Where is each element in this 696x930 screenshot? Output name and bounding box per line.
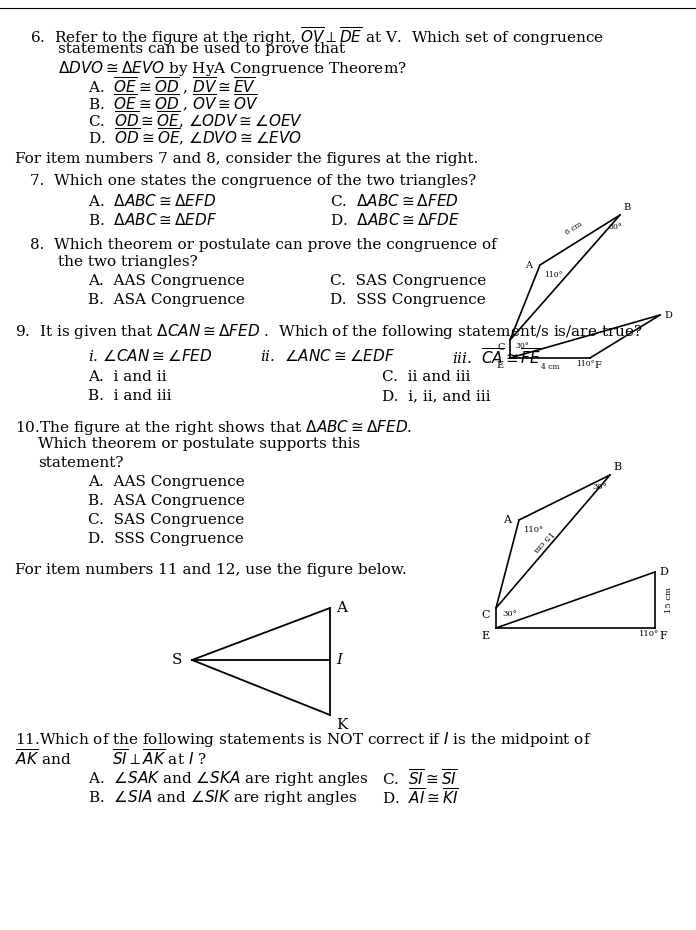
Text: F: F	[594, 361, 601, 370]
Text: C.  $\overline{OD} \cong \overline{OE}$, $\angle ODV \cong \angle OEV$: C. $\overline{OD} \cong \overline{OE}$, …	[88, 110, 303, 131]
Text: B.  i and iii: B. i and iii	[88, 389, 171, 403]
Text: 110°: 110°	[544, 271, 562, 279]
Text: 7.  Which one states the congruence of the two triangles?: 7. Which one states the congruence of th…	[30, 174, 476, 188]
Text: 6.  Refer to the figure at the right, $\overline{OV} \perp \overline{DE}$ at V. : 6. Refer to the figure at the right, $\o…	[30, 25, 604, 47]
Text: D.  $\overline{OD} \cong \overline{OE}$, $\angle DVO \cong \angle EVO$: D. $\overline{OD} \cong \overline{OE}$, …	[88, 127, 302, 148]
Text: 30°: 30°	[608, 223, 622, 231]
Text: F: F	[659, 631, 667, 641]
Text: A.  $\angle SAK$ and $\angle SKA$ are right angles: A. $\angle SAK$ and $\angle SKA$ are rig…	[88, 769, 369, 788]
Text: ii.  $\angle ANC \cong \angle EDF$: ii. $\angle ANC \cong \angle EDF$	[260, 348, 395, 364]
Text: B.  $\overline{OE} \cong \overline{OD}$ , $\overline{OV} \cong \overline{OV}$: B. $\overline{OE} \cong \overline{OD}$ ,…	[88, 93, 259, 114]
Text: 6 cm: 6 cm	[564, 220, 584, 237]
Text: 11.Which of the following statements is NOT correct if $I$ is the midpoint of: 11.Which of the following statements is …	[15, 730, 592, 749]
Text: 4 cm: 4 cm	[541, 363, 560, 371]
Text: I: I	[336, 653, 342, 667]
Text: D.  SSS Congruence: D. SSS Congruence	[330, 293, 486, 307]
Text: statements can be used to prove that: statements can be used to prove that	[58, 42, 345, 56]
Text: E: E	[482, 631, 490, 641]
Text: K: K	[336, 718, 347, 732]
Text: D: D	[659, 567, 668, 577]
Text: 15 cm: 15 cm	[532, 529, 555, 554]
Text: Which theorem or postulate supports this: Which theorem or postulate supports this	[38, 437, 361, 451]
Text: 9.  It is given that $\Delta CAN \cong \Delta FED$ .  Which of the following sta: 9. It is given that $\Delta CAN \cong \D…	[15, 322, 643, 341]
Text: 110°: 110°	[576, 360, 594, 368]
Text: 110°: 110°	[524, 526, 544, 534]
Text: A.  $\overline{OE} \cong \overline{OD}$ , $\overline{DV} \cong \overline{EV}$: A. $\overline{OE} \cong \overline{OD}$ ,…	[88, 76, 256, 98]
Text: C.  SAS Congruence: C. SAS Congruence	[88, 513, 244, 527]
Text: iii.  $\overline{CA} \cong \overline{FE}$: iii. $\overline{CA} \cong \overline{FE}$	[452, 348, 541, 368]
Text: C.  ii and iii: C. ii and iii	[382, 370, 470, 384]
Text: A: A	[336, 601, 347, 615]
Text: the two triangles?: the two triangles?	[58, 255, 198, 269]
Text: A: A	[503, 515, 511, 525]
Text: $\Delta DVO \cong \Delta EVO$ by HyA Congruence Theorem?: $\Delta DVO \cong \Delta EVO$ by HyA Con…	[58, 59, 407, 78]
Text: C: C	[482, 610, 490, 620]
Text: E: E	[497, 361, 504, 370]
Text: C.  SAS Congruence: C. SAS Congruence	[330, 274, 487, 288]
Text: D: D	[664, 311, 672, 320]
Text: A.  AAS Congruence: A. AAS Congruence	[88, 274, 245, 288]
Text: B.  ASA Congruence: B. ASA Congruence	[88, 494, 245, 508]
Text: $\overline{SI} \perp \overline{AK}$ at $I$ ?: $\overline{SI} \perp \overline{AK}$ at $…	[112, 749, 207, 769]
Text: C: C	[498, 343, 505, 352]
Text: For item numbers 11 and 12, use the figure below.: For item numbers 11 and 12, use the figu…	[15, 563, 406, 577]
Text: A.  AAS Congruence: A. AAS Congruence	[88, 475, 245, 489]
Text: 15 cm: 15 cm	[665, 587, 673, 613]
Text: C.  $\overline{SI} \cong \overline{SI}$: C. $\overline{SI} \cong \overline{SI}$	[382, 769, 457, 790]
Text: B: B	[613, 462, 621, 472]
Text: C.  $\Delta ABC \cong \Delta FED$: C. $\Delta ABC \cong \Delta FED$	[330, 193, 459, 209]
Text: 30°: 30°	[515, 342, 529, 350]
Text: 110°: 110°	[639, 630, 659, 638]
Text: statement?: statement?	[38, 456, 123, 470]
Text: D.  SSS Congruence: D. SSS Congruence	[88, 532, 244, 546]
Text: 8.  Which theorem or postulate can prove the congruence of: 8. Which theorem or postulate can prove …	[30, 238, 497, 252]
Text: D.  $\overline{AI} \cong \overline{KI}$: D. $\overline{AI} \cong \overline{KI}$	[382, 788, 459, 808]
Text: A.  $\Delta ABC \cong \Delta EFD$: A. $\Delta ABC \cong \Delta EFD$	[88, 193, 216, 209]
Text: D.  i, ii, and iii: D. i, ii, and iii	[382, 389, 491, 403]
Text: 30°: 30°	[592, 483, 607, 491]
Text: B.  $\Delta ABC \cong \Delta EDF$: B. $\Delta ABC \cong \Delta EDF$	[88, 212, 217, 228]
Text: S: S	[172, 653, 182, 667]
Text: D.  $\Delta ABC \cong \Delta FDE$: D. $\Delta ABC \cong \Delta FDE$	[330, 212, 460, 228]
Text: 10.The figure at the right shows that $\Delta ABC \cong \Delta FED$.: 10.The figure at the right shows that $\…	[15, 418, 412, 437]
Text: i. $\angle CAN \cong \angle FED$: i. $\angle CAN \cong \angle FED$	[88, 348, 212, 364]
Text: B.  $\angle SIA$ and $\angle SIK$ are right angles: B. $\angle SIA$ and $\angle SIK$ are rig…	[88, 788, 358, 807]
Text: $\overline{AK}$ and: $\overline{AK}$ and	[15, 749, 71, 769]
Text: A: A	[525, 260, 532, 270]
Text: For item numbers 7 and 8, consider the figures at the right.: For item numbers 7 and 8, consider the f…	[15, 152, 478, 166]
Text: 30°: 30°	[502, 610, 516, 618]
Text: B: B	[623, 203, 631, 212]
Text: B.  ASA Congruence: B. ASA Congruence	[88, 293, 245, 307]
Text: A.  i and ii: A. i and ii	[88, 370, 166, 384]
